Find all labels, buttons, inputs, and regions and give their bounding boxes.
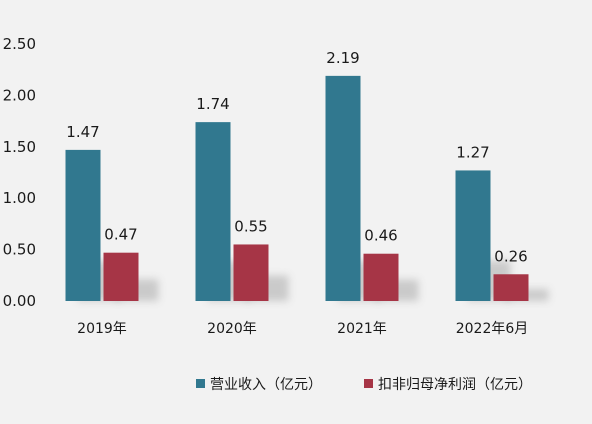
- data-label: 1.27: [456, 143, 489, 161]
- y-tick-label: 0.50: [3, 241, 36, 259]
- data-label: 1.74: [196, 95, 229, 113]
- bar-series-0-0: [65, 149, 101, 301]
- data-label: 0.47: [104, 226, 137, 244]
- bar-series-1-1: [233, 244, 269, 301]
- x-axis: 2019年 2020年 2021年 2022年6月: [77, 321, 528, 337]
- y-tick-label: 2.50: [3, 35, 36, 53]
- data-label: 0.55: [234, 217, 267, 235]
- x-category-label: 2021年: [337, 321, 387, 337]
- y-tick-label: 2.00: [3, 86, 36, 104]
- data-label: 0.46: [364, 227, 397, 245]
- legend-label: 营业收入（亿元）: [210, 377, 322, 393]
- bar-series-1-2: [363, 253, 399, 301]
- y-axis: 0.00 0.50 1.00 1.50 2.00 2.50: [3, 35, 36, 310]
- bar-series-0-2: [325, 75, 361, 301]
- y-tick-label: 1.00: [3, 189, 36, 207]
- legend-label: 扣非归母净利润（亿元）: [378, 376, 532, 393]
- legend: 营业收入（亿元） 扣非归母净利润（亿元）: [196, 376, 532, 393]
- legend-swatch: [196, 379, 205, 388]
- y-tick-label: 0.00: [3, 292, 36, 310]
- bar-series-1-3: [493, 274, 529, 301]
- data-label: 1.47: [66, 123, 99, 141]
- x-category-label: 2019年: [77, 321, 127, 337]
- data-labels: 1.47 0.47 1.74 0.55 2.19 0.46 1.27 0.26: [66, 49, 527, 265]
- data-label: 2.19: [326, 49, 359, 67]
- data-label: 0.26: [494, 247, 527, 265]
- bars: [65, 75, 529, 302]
- bar-series-0-1: [195, 122, 231, 302]
- bar-series-1-0: [103, 252, 139, 301]
- legend-swatch: [364, 379, 373, 388]
- bar-series-0-3: [455, 170, 491, 301]
- x-category-label: 2020年: [207, 321, 257, 337]
- x-category-label: 2022年6月: [456, 321, 529, 337]
- y-tick-label: 1.50: [3, 138, 36, 156]
